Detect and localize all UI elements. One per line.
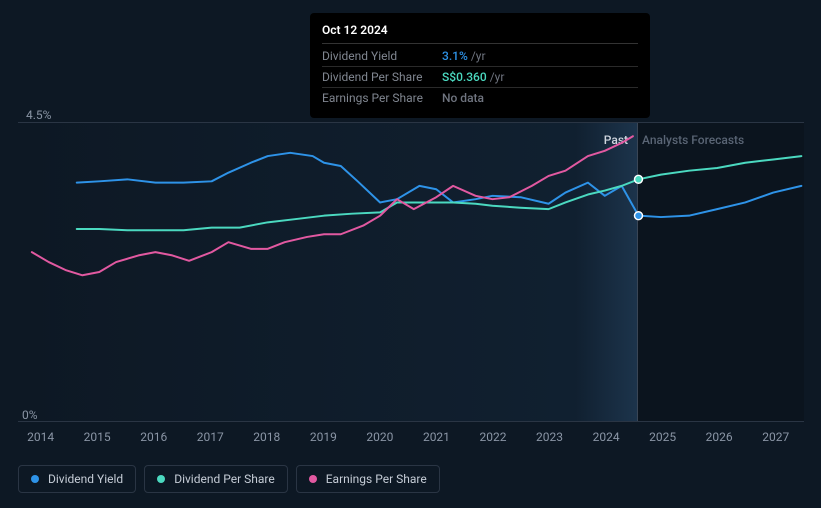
tooltip-row-label: Earnings Per Share bbox=[322, 91, 442, 105]
legend-dot-icon bbox=[309, 475, 317, 483]
tooltip-rows: Dividend Yield3.1%/yrDividend Per ShareS… bbox=[322, 46, 638, 108]
line-chart-svg bbox=[18, 123, 804, 421]
legend-label: Dividend Yield bbox=[48, 472, 123, 486]
series-line-dividend_per_share bbox=[77, 156, 802, 230]
x-tick-label: 2021 bbox=[423, 430, 450, 444]
tooltip-row-unit: /yr bbox=[471, 49, 486, 63]
series-marker-dividend_per_share bbox=[635, 175, 643, 183]
x-tick-label: 2019 bbox=[310, 430, 337, 444]
tooltip-date: Oct 12 2024 bbox=[322, 23, 638, 44]
tooltip: Oct 12 2024 Dividend Yield3.1%/yrDividen… bbox=[310, 13, 650, 118]
x-tick-label: 2018 bbox=[253, 430, 280, 444]
tooltip-row-value: 3.1% bbox=[442, 49, 468, 63]
chart-container: 4.5% 0% Past Analysts Forecasts 20142015… bbox=[0, 0, 821, 508]
x-tick-label: 2026 bbox=[706, 430, 733, 444]
x-tick-label: 2016 bbox=[140, 430, 167, 444]
legend-dot-icon bbox=[31, 475, 39, 483]
tooltip-row-unit: /yr bbox=[490, 70, 505, 84]
y-axis-max-label: 4.5% bbox=[26, 108, 51, 122]
legend-item[interactable]: Dividend Yield bbox=[18, 465, 136, 493]
x-tick-label: 2015 bbox=[84, 430, 111, 444]
x-axis-ticks: 2014 2015 2016 2017 2018 2019 2020 2021 2022 2023… bbox=[18, 430, 804, 448]
tooltip-row-label: Dividend Yield bbox=[322, 49, 442, 63]
legend-item[interactable]: Dividend Per Share bbox=[144, 465, 288, 493]
x-tick-label: 2017 bbox=[197, 430, 224, 444]
x-tick-label: 2023 bbox=[536, 430, 563, 444]
x-tick-label: 2024 bbox=[593, 430, 620, 444]
tooltip-row-label: Dividend Per Share bbox=[322, 70, 442, 84]
legend-dot-icon bbox=[157, 475, 165, 483]
tooltip-row: Dividend Per ShareS$0.360/yr bbox=[322, 67, 638, 88]
x-tick-label: 2022 bbox=[479, 430, 506, 444]
legend-label: Earnings Per Share bbox=[326, 472, 427, 486]
legend-label: Dividend Per Share bbox=[174, 472, 275, 486]
series-line-dividend_yield bbox=[77, 153, 802, 217]
tooltip-row: Dividend Yield3.1%/yr bbox=[322, 46, 638, 67]
x-tick-label: 2020 bbox=[366, 430, 393, 444]
series-marker-dividend_yield bbox=[635, 212, 643, 220]
tooltip-row-value: S$0.360 bbox=[442, 70, 487, 84]
series-line-earnings_per_share bbox=[32, 136, 633, 275]
x-tick-label: 2027 bbox=[762, 430, 789, 444]
tooltip-row: Earnings Per ShareNo data bbox=[322, 88, 638, 108]
legend: Dividend Yield Dividend Per Share Earnings… bbox=[18, 465, 440, 493]
x-tick-label: 2025 bbox=[649, 430, 676, 444]
x-tick-label: 2014 bbox=[27, 430, 54, 444]
legend-item[interactable]: Earnings Per Share bbox=[296, 465, 440, 493]
plot-area[interactable]: Past Analysts Forecasts bbox=[18, 122, 804, 422]
tooltip-row-value: No data bbox=[442, 91, 484, 105]
